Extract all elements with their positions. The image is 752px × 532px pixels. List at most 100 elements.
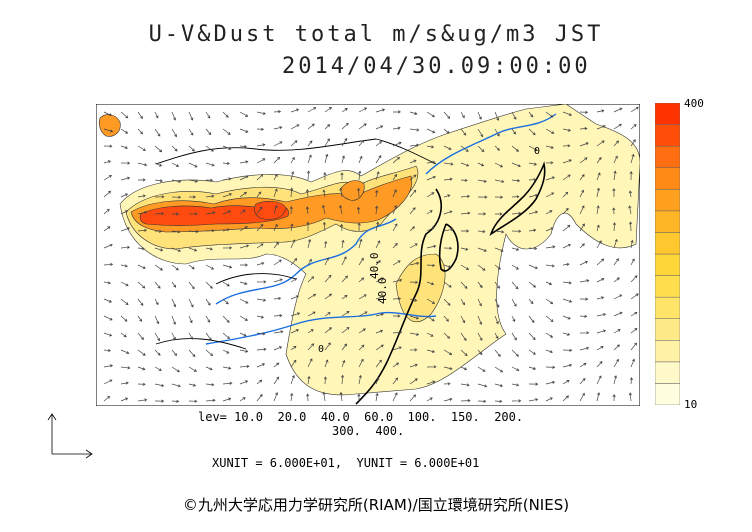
wind-vector (375, 312, 384, 317)
wind-vector (511, 349, 519, 357)
wind-vector (205, 111, 211, 119)
wind-vector (596, 392, 601, 402)
wind-vector (222, 145, 232, 150)
wind-vector (239, 128, 249, 133)
wind-vector (511, 145, 520, 152)
wind-vector (307, 358, 313, 368)
wind-vector (596, 296, 605, 300)
wind-vector (511, 366, 520, 372)
wind-vector (596, 258, 605, 266)
wind-vector (528, 349, 536, 355)
wind-vector (628, 221, 633, 232)
wind-vector (494, 111, 500, 121)
wind-vector (358, 170, 362, 181)
wind-vector (392, 204, 398, 215)
wind-vector (409, 111, 418, 115)
wind-vector (494, 195, 504, 199)
wind-vector (341, 239, 345, 249)
wind-vector (307, 238, 312, 249)
wind-vector (324, 293, 333, 300)
wind-vector (205, 383, 215, 387)
wind-vector (339, 204, 343, 215)
wind-vector (256, 127, 265, 131)
wind-vector (358, 123, 367, 130)
wind-vector (630, 358, 635, 368)
wind-vector (613, 140, 619, 147)
wind-vector (579, 362, 587, 368)
wind-vector (103, 160, 112, 164)
wind-vector (256, 158, 266, 164)
wind-vector (154, 281, 161, 289)
wind-vector (562, 262, 570, 266)
colorbar-step (655, 383, 680, 405)
wind-vector (612, 188, 616, 198)
wind-vector (341, 343, 348, 351)
wind-vector (528, 298, 534, 305)
wind-vector (579, 157, 588, 164)
wind-vector (323, 376, 327, 385)
wind-vector (630, 239, 634, 249)
wind-vector (562, 207, 569, 215)
wind-vector (154, 332, 160, 342)
levels-line-1: lev= 10.0 20.0 40.0 60.0 100. 150. 200. (198, 410, 524, 424)
wind-vector (137, 398, 148, 402)
wind-vector (137, 145, 146, 151)
wind-vector (137, 162, 148, 167)
wind-vector (305, 189, 310, 198)
wind-vector (613, 170, 617, 181)
wind-vector (477, 229, 486, 234)
wind-vector (188, 349, 196, 358)
wind-vector (273, 188, 278, 198)
wind-vector (137, 315, 142, 322)
wind-vector (375, 141, 383, 147)
wind-vector (613, 344, 620, 351)
wind-vector (375, 377, 380, 385)
wind-vector (171, 247, 182, 253)
wind-vector (256, 280, 267, 284)
wind-vector (426, 111, 435, 118)
wind-vector (392, 110, 401, 114)
wind-vector (273, 126, 283, 130)
colorbar-max-label: 400 (684, 97, 704, 110)
wind-vector (494, 230, 505, 234)
wind-vector (375, 240, 381, 249)
wind-vector (545, 227, 554, 232)
wind-vector (528, 246, 538, 251)
wind-vector (256, 206, 263, 215)
wind-vector (426, 315, 435, 322)
wind-vector (171, 195, 182, 199)
wind-vector (528, 178, 537, 182)
wind-vector (392, 189, 397, 198)
wind-vector (562, 363, 573, 368)
wind-vector (171, 315, 177, 325)
wind-vector (409, 363, 418, 368)
wind-vector (188, 111, 194, 121)
wind-vector (545, 332, 554, 338)
wind-vector (426, 298, 436, 304)
wind-vector (628, 190, 632, 198)
wind-vector (307, 375, 311, 385)
wind-vector (137, 332, 144, 341)
wind-vector (137, 264, 146, 270)
wind-vector (477, 111, 482, 120)
wind-vector (273, 296, 282, 300)
wind-vector (307, 140, 313, 147)
wind-vector (562, 380, 570, 385)
wind-vector (477, 128, 484, 138)
wind-vector (205, 194, 215, 198)
wind-vector (324, 138, 330, 147)
wind-vector (511, 179, 521, 183)
wind-vector (305, 206, 309, 215)
wind-vector (477, 281, 483, 289)
wind-vector (613, 277, 620, 283)
wind-vector (171, 145, 178, 152)
wind-vector (239, 298, 249, 304)
wind-vector (357, 222, 361, 232)
wind-vector (443, 177, 453, 181)
wind-vector (290, 124, 300, 130)
wind-vector (545, 210, 553, 215)
wind-vector (120, 111, 129, 119)
wind-vector (613, 238, 618, 249)
wind-vector (392, 141, 402, 147)
wind-vector (171, 298, 177, 308)
